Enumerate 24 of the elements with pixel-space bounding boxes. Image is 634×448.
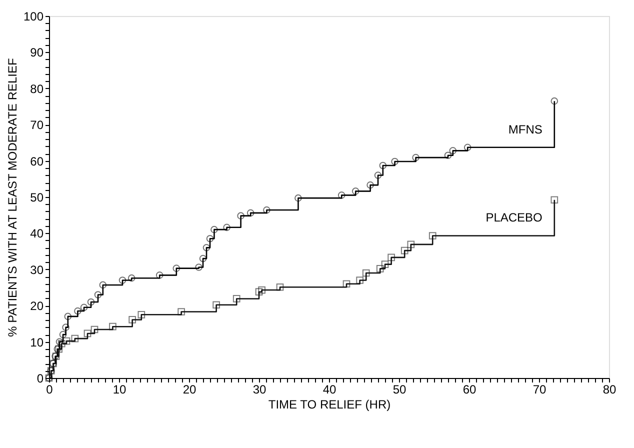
x-tick-label: 20 (182, 382, 196, 396)
y-tick-label: 60 (30, 154, 44, 168)
y-tick-label: 50 (30, 190, 44, 204)
y-tick-label: 40 (30, 226, 44, 241)
x-tick-label: 60 (462, 382, 476, 396)
x-tick-label: 0 (46, 382, 54, 396)
series-label: PLACEBO (486, 210, 542, 225)
y-tick-label: 90 (30, 46, 44, 60)
y-tick-label: 70 (30, 118, 44, 132)
y-tick-label: 0 (36, 372, 44, 386)
x-tick-label: 50 (392, 382, 406, 396)
y-tick-label: 20 (30, 299, 44, 314)
y-tick-label: 10 (30, 335, 44, 350)
y-tick-label: 100 (23, 10, 44, 24)
series-label: MFNS (508, 122, 542, 136)
y-tick-label: 30 (30, 262, 44, 277)
x-tick-label: 70 (532, 382, 546, 396)
x-axis-title: TIME TO RELIEF (HR) (268, 398, 391, 412)
y-tick-label: 80 (30, 82, 44, 96)
x-tick-label: 10 (112, 382, 126, 396)
y-axis-title: % PATIENTS WITH AT LEAST MODERATE RELIEF (5, 58, 20, 337)
x-tick-label: 80 (602, 382, 616, 396)
x-tick-label: 30 (252, 382, 266, 396)
x-tick-label: 40 (322, 382, 336, 396)
